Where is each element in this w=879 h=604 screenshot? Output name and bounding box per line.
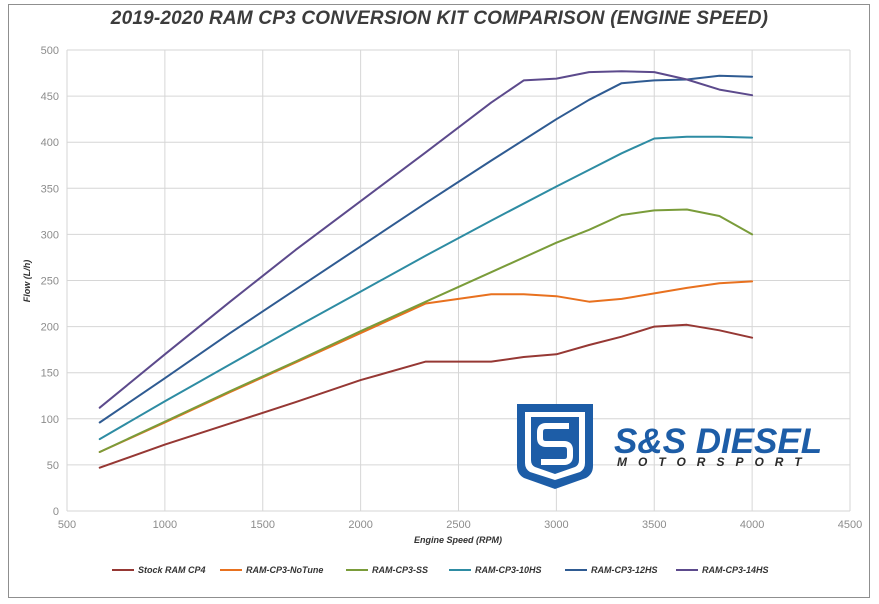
legend-label: RAM-CP3-NoTune: [246, 565, 323, 575]
series-line-ram-cp3-10hs: [98, 135, 754, 441]
legend-item: RAM-CP3-14HS: [676, 565, 769, 575]
y-tick-label: 150: [41, 368, 59, 380]
y-tick-label: 450: [41, 91, 59, 103]
logo-subtitle: MOTORSPORT: [617, 455, 813, 469]
series-line-ram-cp3-12hs: [98, 74, 754, 424]
y-tick-label: 300: [41, 229, 59, 241]
legend-item: RAM-CP3-SS: [346, 565, 428, 575]
x-tick-label: 3500: [642, 519, 666, 531]
y-axis-label: Flow (L/h): [22, 260, 32, 303]
y-tick-label: 250: [41, 276, 59, 288]
chart-title: 2019-2020 RAM CP3 CONVERSION KIT COMPARI…: [110, 8, 769, 29]
x-tick-label: 2500: [446, 519, 470, 531]
x-axis-label: Engine Speed (RPM): [414, 535, 502, 545]
y-tick-label: 400: [41, 137, 59, 149]
y-tick-label: 50: [47, 460, 59, 472]
x-tick-label: 1000: [153, 519, 177, 531]
series-line-ram-cp3-ss: [98, 208, 754, 453]
y-tick-label: 350: [41, 183, 59, 195]
logo: S&S DIESEL MOTORSPORT: [517, 404, 822, 489]
legend-item: RAM-CP3-10HS: [449, 565, 542, 575]
y-tick-label: 500: [41, 45, 59, 57]
logo-title: S&S DIESEL: [614, 422, 822, 461]
series-line-ram-cp3-14hs: [98, 70, 754, 409]
legend-item: RAM-CP3-NoTune: [220, 565, 323, 575]
legend-label: RAM-CP3-14HS: [702, 565, 769, 575]
x-tick-label: 4000: [740, 519, 764, 531]
axis-ticks: 0 50 100 150 200 250 300 350 400 450 500 500 1000 150…: [41, 45, 863, 531]
shield-s-logo-icon: [517, 404, 593, 489]
x-tick-label: 1500: [251, 519, 275, 531]
legend-label: RAM-CP3-12HS: [591, 565, 658, 575]
legend: Stock RAM CP4 RAM-CP3-NoTune RAM-CP3-SS RAM…: [112, 565, 769, 575]
series-lines: [98, 70, 754, 469]
legend-label: RAM-CP3-SS: [372, 565, 428, 575]
legend-item: RAM-CP3-12HS: [565, 565, 658, 575]
x-tick-label: 2000: [348, 519, 372, 531]
x-tick-label: 500: [58, 519, 76, 531]
x-tick-label: 3000: [544, 519, 568, 531]
legend-label: Stock RAM CP4: [138, 565, 206, 575]
y-tick-label: 0: [53, 506, 59, 518]
y-tick-label: 100: [41, 414, 59, 426]
x-tick-label: 4500: [838, 519, 862, 531]
legend-item: Stock RAM CP4: [112, 565, 206, 575]
y-tick-label: 200: [41, 322, 59, 334]
legend-label: RAM-CP3-10HS: [475, 565, 542, 575]
series-line-stock-ram-cp4: [98, 323, 754, 469]
